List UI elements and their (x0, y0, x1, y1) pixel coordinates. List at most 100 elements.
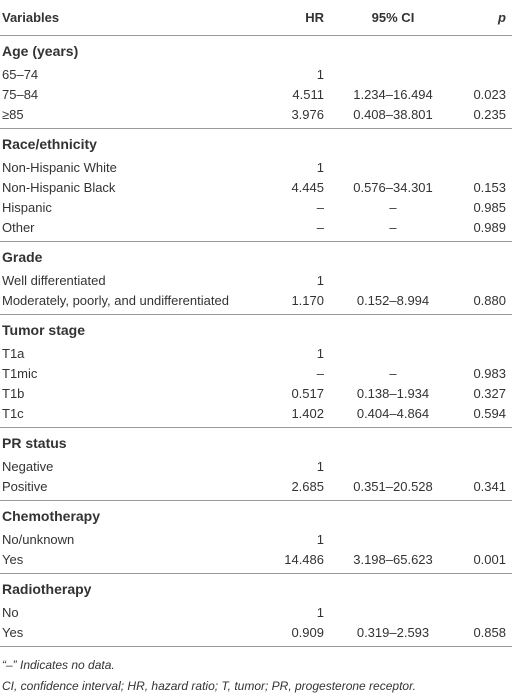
empty-cell (326, 270, 464, 290)
cell: No (2, 604, 19, 620)
section-title: Grade (0, 241, 512, 270)
section-header-row: PR status (0, 427, 512, 456)
data-row: No/unknown 1 (0, 529, 512, 549)
cell: 1.402 (291, 405, 324, 421)
cell: 0.351–20.528 (353, 478, 433, 494)
cell: 4.445 (291, 179, 324, 195)
cell: Other (2, 219, 35, 235)
cell: 65–74 (2, 66, 39, 82)
cell: 75–84 (2, 86, 39, 102)
data-row: No 1 (0, 602, 512, 622)
empty-cell (326, 64, 464, 84)
section-title: PR status (0, 427, 512, 456)
column-header: 95% CI (326, 0, 464, 36)
data-row: Non-Hispanic White 1 (0, 157, 512, 177)
empty-cell (326, 343, 464, 363)
section-title: Age (years) (2, 43, 79, 59)
cell: 2.685 (291, 478, 324, 494)
cell: 0.989 (473, 219, 506, 235)
empty-cell (326, 529, 464, 549)
cell: Non-Hispanic Black (2, 179, 116, 195)
cell: 1 (316, 66, 324, 82)
cell: 0.880 (473, 292, 506, 308)
cell: Hispanic (2, 199, 52, 215)
section-title: Radiotherapy (0, 573, 512, 602)
data-row: Other – – 0.989 (0, 217, 512, 237)
cell: T1c (2, 405, 24, 421)
cell: 1 (316, 604, 324, 620)
cell: Yes (2, 624, 24, 640)
empty-cell (326, 157, 464, 177)
cell: 1 (316, 458, 324, 474)
cell: 0.235 (473, 106, 506, 122)
column-header: HR (258, 0, 326, 36)
cell: 0.983 (473, 365, 506, 381)
cell: – (389, 199, 397, 215)
cell: Non-Hispanic White (2, 159, 117, 175)
empty-cell (464, 157, 512, 177)
data-row: Yes 0.909 0.319–2.593 0.858 (0, 622, 512, 642)
cell: Negative (2, 458, 54, 474)
cell: – (316, 365, 324, 381)
cell: 0.576–34.301 (353, 179, 433, 195)
cell: Well differentiated (2, 272, 106, 288)
cell: – (316, 199, 324, 215)
section-header-row: Chemotherapy (0, 500, 512, 529)
cell: 1 (316, 159, 324, 175)
data-row: T1b 0.517 0.138–1.934 0.327 (0, 383, 512, 403)
data-row: T1c 1.402 0.404–4.864 0.594 (0, 403, 512, 423)
data-row: ≥85 3.976 0.408–38.801 0.235 (0, 104, 512, 124)
column-header: p (464, 0, 512, 36)
cell: 0.023 (473, 86, 506, 102)
cell: Moderately, poorly, and undifferentiated (2, 292, 229, 308)
cell: 1 (316, 345, 324, 361)
section-title: Chemotherapy (0, 500, 512, 529)
cell: 1.234–16.494 (353, 86, 433, 102)
cell: 0.153 (473, 179, 506, 195)
empty-cell (326, 456, 464, 476)
empty-cell (464, 343, 512, 363)
cell: Yes (2, 551, 24, 567)
section-header-row: Grade (0, 241, 512, 270)
cell: 0.909 (291, 624, 324, 640)
data-row: Well differentiated 1 (0, 270, 512, 290)
data-row: Yes 14.486 3.198–65.623 0.001 (0, 549, 512, 569)
cell: – (316, 219, 324, 235)
cell: 14.486 (284, 551, 324, 567)
empty-cell (326, 602, 464, 622)
data-row: 75–84 4.511 1.234–16.494 0.023 (0, 84, 512, 104)
cell: – (389, 219, 397, 235)
data-row: 65–74 1 (0, 64, 512, 84)
cell: 0.152–8.994 (356, 292, 430, 308)
data-row: Hispanic – – 0.985 (0, 197, 512, 217)
bottom-rule (0, 646, 512, 647)
cell: 0.341 (473, 478, 506, 494)
cell: T1b (2, 385, 25, 401)
cell: 0.517 (291, 385, 324, 401)
footnote: CI, confidence interval; HR, hazard rati… (2, 679, 416, 693)
cell: 0.327 (473, 385, 506, 401)
cell: 0.404–4.864 (356, 405, 430, 421)
data-row: Positive 2.685 0.351–20.528 0.341 (0, 476, 512, 496)
cell: 0.319–2.593 (356, 624, 430, 640)
data-row: T1mic – – 0.983 (0, 363, 512, 383)
cell: No/unknown (2, 531, 75, 547)
section-header-row: Tumor stage (0, 314, 512, 343)
cell: 3.198–65.623 (353, 551, 433, 567)
section-header-row: Radiotherapy (0, 573, 512, 602)
data-row: Moderately, poorly, and undifferentiated… (0, 290, 512, 310)
empty-cell (464, 270, 512, 290)
footnotes: “–” Indicates no data. CI, confidence int… (0, 655, 512, 697)
cell: T1a (2, 345, 25, 361)
section-header-row: Age (years) (0, 36, 512, 65)
cell: 3.976 (291, 106, 324, 122)
cell: – (389, 365, 397, 381)
data-row: Non-Hispanic Black 4.445 0.576–34.301 0.153 (0, 177, 512, 197)
cell: ≥85 (2, 106, 24, 122)
empty-cell (464, 456, 512, 476)
header-row: Variables HR 95% CI p (0, 0, 512, 36)
cell: 0.594 (473, 405, 506, 421)
cell: 4.511 (292, 86, 324, 102)
column-header: Variables (0, 0, 258, 36)
